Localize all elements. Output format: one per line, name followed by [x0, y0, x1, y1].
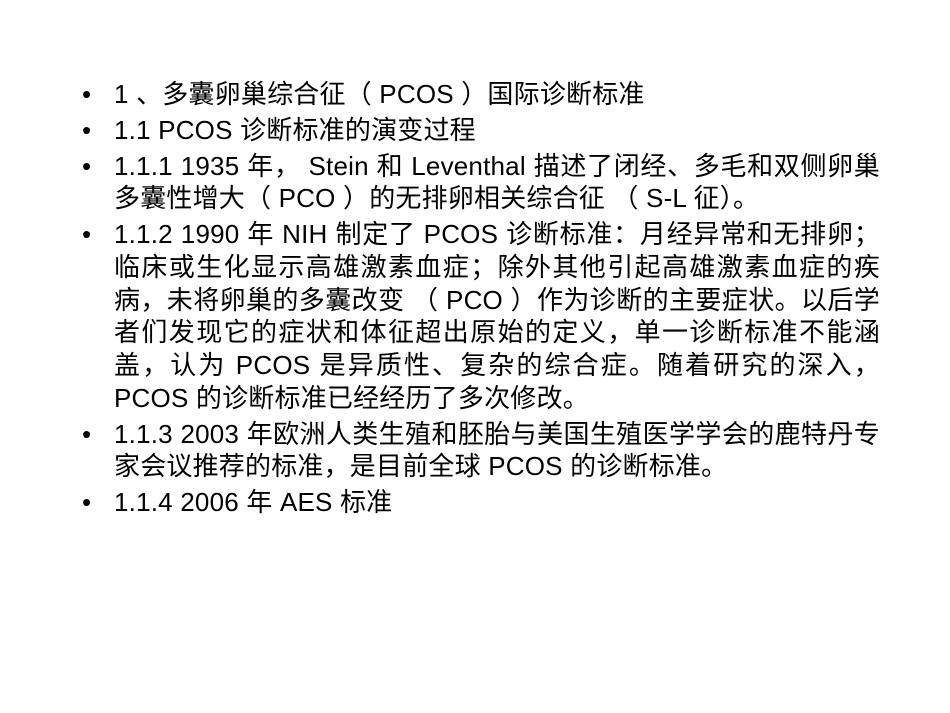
list-item: 1.1.3 2003 年欧洲人类生殖和胚胎与美国生殖医学学会的鹿特丹专家会议推荐… [70, 418, 880, 484]
list-item: 1.1.1 1935 年， Stein 和 Leventhal 描述了闭经、多毛… [70, 150, 880, 216]
list-item: 1 、多囊卵巢综合征（ PCOS ）国际诊断标准 [70, 78, 880, 111]
list-item: 1.1 PCOS 诊断标准的演变过程 [70, 114, 880, 147]
bullet-list: 1 、多囊卵巢综合征（ PCOS ）国际诊断标准 1.1 PCOS 诊断标准的演… [70, 78, 880, 519]
list-item: 1.1.4 2006 年 AES 标准 [70, 486, 880, 519]
list-item: 1.1.2 1990 年 NIH 制定了 PCOS 诊断标准：月经异常和无排卵；… [70, 218, 880, 415]
slide: 1 、多囊卵巢综合征（ PCOS ）国际诊断标准 1.1 PCOS 诊断标准的演… [0, 0, 950, 713]
